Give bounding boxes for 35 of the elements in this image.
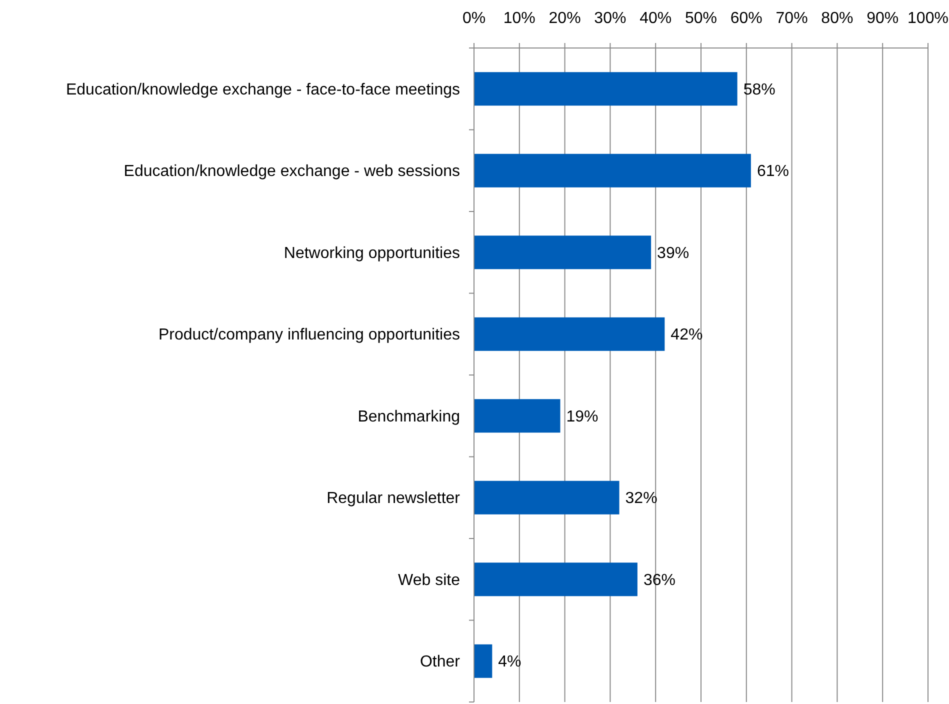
y-tick-label: Education/knowledge exchange - face-to-face meetings: [66, 81, 460, 98]
y-tick-label: Regular newsletter: [326, 490, 461, 508]
y-tick-label: Web site: [398, 572, 460, 589]
data-label: 4%: [498, 654, 522, 671]
bar: [474, 399, 560, 433]
data-label: 58%: [743, 81, 776, 98]
x-tick-label: 40%: [640, 10, 672, 27]
data-label: 61%: [756, 163, 789, 180]
x-tick-label: 30%: [594, 10, 626, 27]
data-label: 39%: [657, 244, 690, 262]
x-tick-label: 10%: [503, 10, 536, 27]
x-tick-label: 50%: [684, 10, 718, 27]
data-label: 36%: [643, 572, 676, 589]
y-tick-label: Benchmarking: [358, 408, 460, 426]
y-tick-label: Networking opportunities: [284, 244, 460, 262]
bar: [474, 562, 638, 596]
x-tick-label: 60%: [730, 10, 762, 27]
x-tick-label: 80%: [821, 10, 854, 27]
y-tick-label: Other: [420, 654, 461, 671]
x-tick-label: 100%: [908, 10, 948, 27]
x-tick-label: 90%: [866, 10, 899, 27]
bar: [474, 480, 620, 514]
data-label: 42%: [670, 326, 703, 344]
x-tick-label: 70%: [776, 10, 808, 27]
y-tick-label: Education/knowledge exchange - web sessions: [124, 163, 460, 180]
x-tick-label: 0%: [462, 10, 486, 27]
bar: [474, 644, 492, 678]
x-tick-label: 20%: [548, 10, 581, 27]
bar: [474, 317, 665, 351]
data-label: 19%: [566, 408, 598, 426]
bar: [474, 72, 738, 106]
data-label: 32%: [625, 490, 658, 508]
bar: [474, 154, 751, 188]
bar: [474, 236, 652, 270]
y-tick-label: Product/company influencing opportunities: [158, 326, 460, 344]
